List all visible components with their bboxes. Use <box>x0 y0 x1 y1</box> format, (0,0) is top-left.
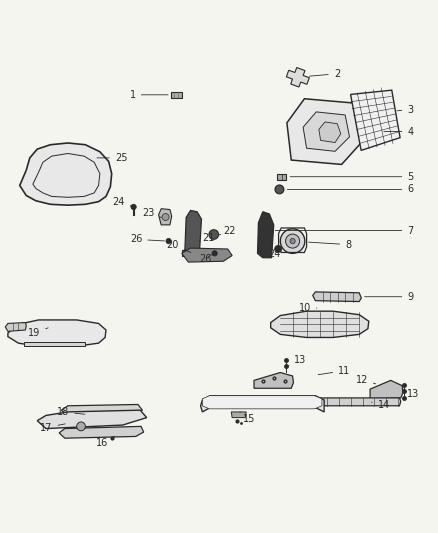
Text: 24: 24 <box>113 197 131 207</box>
Circle shape <box>286 234 300 248</box>
Text: 3: 3 <box>397 104 413 115</box>
Polygon shape <box>8 320 106 346</box>
Circle shape <box>275 246 282 253</box>
Circle shape <box>280 229 305 253</box>
Text: 23: 23 <box>142 208 162 218</box>
Polygon shape <box>287 99 361 165</box>
Polygon shape <box>313 292 361 302</box>
Text: 4: 4 <box>384 127 413 136</box>
Circle shape <box>162 214 169 221</box>
Text: 5: 5 <box>290 172 413 182</box>
Polygon shape <box>20 143 112 205</box>
Circle shape <box>290 238 295 244</box>
Polygon shape <box>258 212 274 258</box>
Text: 16: 16 <box>96 437 115 448</box>
Polygon shape <box>61 405 142 416</box>
Polygon shape <box>37 410 147 429</box>
Circle shape <box>166 238 171 244</box>
Polygon shape <box>185 211 201 255</box>
Text: 11: 11 <box>318 366 350 376</box>
Polygon shape <box>350 90 400 150</box>
Text: 13: 13 <box>289 355 307 365</box>
Polygon shape <box>202 395 322 409</box>
Polygon shape <box>254 373 293 388</box>
Polygon shape <box>24 342 85 346</box>
Text: 19: 19 <box>28 328 48 338</box>
Text: 7: 7 <box>275 225 413 236</box>
Text: 14: 14 <box>371 400 390 410</box>
Text: 13: 13 <box>404 389 420 399</box>
Polygon shape <box>319 122 341 142</box>
Text: 21: 21 <box>199 233 215 243</box>
Circle shape <box>212 251 217 256</box>
Polygon shape <box>303 112 350 151</box>
Polygon shape <box>314 398 401 406</box>
Text: 1: 1 <box>130 90 168 100</box>
Text: 24: 24 <box>268 249 280 259</box>
Text: 6: 6 <box>287 184 413 195</box>
Text: 20: 20 <box>166 240 191 253</box>
Circle shape <box>131 204 136 209</box>
Polygon shape <box>286 68 309 87</box>
Polygon shape <box>231 412 246 418</box>
Polygon shape <box>182 250 208 255</box>
Text: 25: 25 <box>97 153 127 163</box>
FancyBboxPatch shape <box>277 174 286 180</box>
Text: 26: 26 <box>130 235 165 244</box>
Text: 12: 12 <box>356 375 376 384</box>
Text: 9: 9 <box>364 292 413 302</box>
Text: 26: 26 <box>200 254 212 264</box>
Circle shape <box>209 230 219 239</box>
Text: 2: 2 <box>309 69 340 79</box>
Polygon shape <box>182 248 232 262</box>
Polygon shape <box>201 395 324 412</box>
Polygon shape <box>59 426 144 438</box>
Circle shape <box>77 422 85 431</box>
Text: 10: 10 <box>299 303 317 313</box>
Polygon shape <box>159 209 172 225</box>
Polygon shape <box>5 322 26 332</box>
Polygon shape <box>370 381 403 399</box>
FancyBboxPatch shape <box>171 92 182 98</box>
Text: 8: 8 <box>308 240 351 249</box>
Text: 17: 17 <box>40 423 65 433</box>
Text: 22: 22 <box>219 227 236 237</box>
Text: 18: 18 <box>57 407 85 417</box>
Text: 15: 15 <box>240 412 255 424</box>
Polygon shape <box>271 311 369 337</box>
Circle shape <box>275 185 284 194</box>
